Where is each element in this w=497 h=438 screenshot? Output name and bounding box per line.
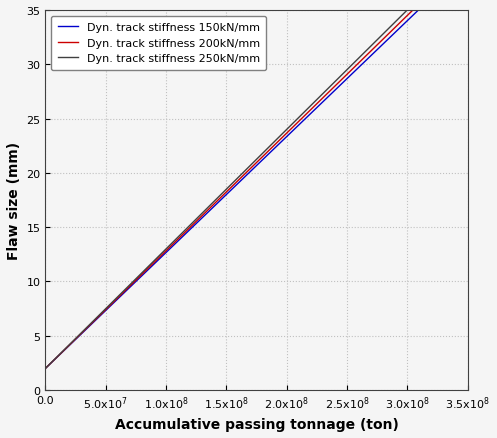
Dyn. track stiffness 150kN/mm [248,169,254,174]
Dyn. track stiffness 150kN/mm [375,47,381,53]
Legend: Dyn. track stiffness 150kN/mm, Dyn. track stiffness 200kN/mm, Dyn. track stiffne: Dyn. track stiffness 150kN/mm, Dyn. trac… [51,17,266,71]
Line: Dyn. track stiffness 200kN/mm: Dyn. track stiffness 200kN/mm [46,0,468,368]
X-axis label: Accumulative passing tonnage (ton): Accumulative passing tonnage (ton) [115,417,399,431]
Dyn. track stiffness 200kN/mm [64,345,70,350]
Line: Dyn. track stiffness 150kN/mm: Dyn. track stiffness 150kN/mm [46,0,468,368]
Line: Dyn. track stiffness 250kN/mm: Dyn. track stiffness 250kN/mm [46,0,468,368]
Y-axis label: Flaw size (mm): Flaw size (mm) [7,141,21,259]
Dyn. track stiffness 250kN/mm [375,37,381,42]
Dyn. track stiffness 200kN/mm [248,166,254,171]
Dyn. track stiffness 200kN/mm [237,177,243,182]
Dyn. track stiffness 250kN/mm [43,366,49,371]
Dyn. track stiffness 150kN/mm [237,180,243,185]
Dyn. track stiffness 250kN/mm [64,345,70,350]
Dyn. track stiffness 250kN/mm [237,174,243,179]
Dyn. track stiffness 150kN/mm [43,366,49,371]
Dyn. track stiffness 200kN/mm [43,366,49,371]
Dyn. track stiffness 250kN/mm [248,163,254,168]
Dyn. track stiffness 200kN/mm [375,42,381,48]
Dyn. track stiffness 150kN/mm [64,345,70,350]
